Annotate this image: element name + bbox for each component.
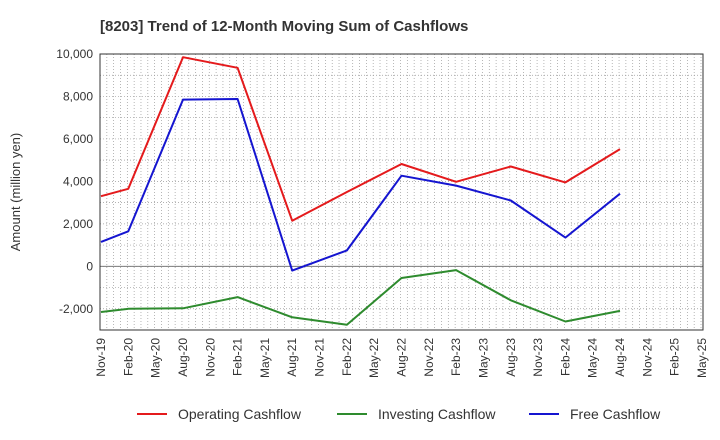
plot-frame xyxy=(99,53,704,331)
y-tick-label: 6,000 xyxy=(63,132,93,146)
series-line-investing-cashflow xyxy=(100,269,621,326)
x-tick-label: Aug-21 xyxy=(285,338,299,377)
x-tick-label: Nov-19 xyxy=(94,338,108,377)
x-tick-label: May-24 xyxy=(586,338,600,378)
x-tick-label: May-23 xyxy=(476,338,490,378)
y-tick-label: -2,000 xyxy=(59,302,93,316)
x-tick-label: Nov-24 xyxy=(640,338,654,377)
legend-label-investing-cashflow: Investing Cashflow xyxy=(378,406,496,422)
x-tick-label: Aug-23 xyxy=(504,338,518,377)
x-tick-label: Feb-24 xyxy=(558,338,572,376)
series-line-free-cashflow xyxy=(100,98,621,272)
series-lines xyxy=(100,56,621,326)
x-tick-label: May-20 xyxy=(149,338,163,378)
x-tick-label: Nov-21 xyxy=(313,338,327,377)
x-tick-label: Feb-21 xyxy=(231,338,245,376)
y-tick-label: 10,000 xyxy=(56,47,93,61)
y-tick-label: 8,000 xyxy=(63,89,93,103)
x-tick-label: Feb-25 xyxy=(668,338,682,376)
y-tick-labels: -2,000 0 2,000 4,000 6,000 8,000 10,000 xyxy=(56,47,93,316)
x-tick-label: May-21 xyxy=(258,338,272,378)
x-tick-label: Nov-20 xyxy=(203,338,217,377)
legend: Operating Cashflow Investing Cashflow Free… xyxy=(137,406,661,422)
x-tick-label: May-25 xyxy=(695,338,709,378)
y-tick-label: 4,000 xyxy=(63,174,93,188)
x-tick-label: Aug-24 xyxy=(613,338,627,377)
chart-title: [8203] Trend of 12-Month Moving Sum of C… xyxy=(100,18,468,35)
legend-label-operating-cashflow: Operating Cashflow xyxy=(178,406,302,422)
x-tick-label: Aug-20 xyxy=(176,338,190,377)
x-tick-label: Nov-22 xyxy=(422,338,436,377)
x-tick-label: May-22 xyxy=(367,338,381,378)
y-tick-label: 2,000 xyxy=(63,217,93,231)
x-tick-label: Feb-23 xyxy=(449,338,463,376)
x-tick-labels: Nov-19 Feb-20 May-20 Aug-20 Nov-20 Feb-21 May-… xyxy=(94,338,709,378)
x-tick-label: Feb-20 xyxy=(121,338,135,376)
x-tick-label: Feb-22 xyxy=(340,338,354,376)
x-tick-label: Nov-23 xyxy=(531,338,545,377)
x-tick-label: Aug-22 xyxy=(395,338,409,377)
y-axis-label: Amount (million yen) xyxy=(8,133,23,252)
grid xyxy=(100,53,703,330)
y-tick-label: 0 xyxy=(86,259,93,273)
series-line-operating-cashflow xyxy=(100,56,621,222)
legend-label-free-cashflow: Free Cashflow xyxy=(570,406,661,422)
